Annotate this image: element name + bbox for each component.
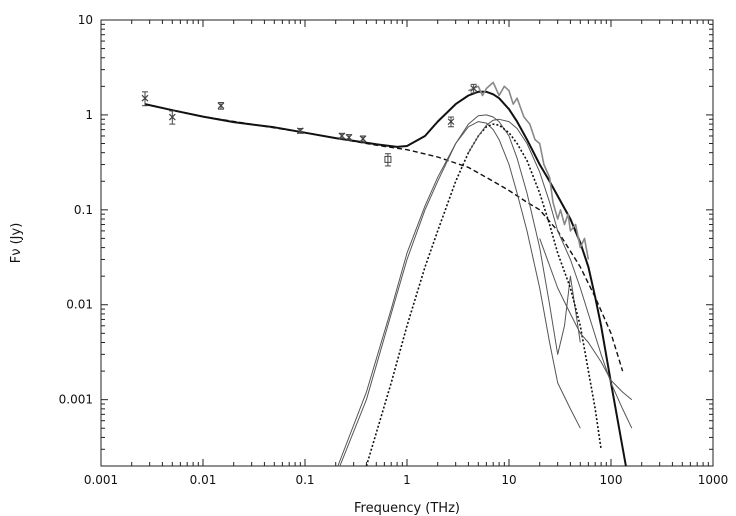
y-tick-label: 1 — [85, 108, 93, 122]
data-point — [359, 135, 367, 143]
data-point — [141, 91, 149, 107]
series-line-3 — [337, 121, 581, 467]
x-tick-label: 1 — [403, 473, 411, 487]
data-point — [470, 83, 478, 94]
data-point — [338, 132, 346, 140]
x-tick-label: 10 — [501, 473, 516, 487]
data-point — [217, 102, 225, 110]
point-marker — [384, 155, 392, 163]
series-line-2 — [339, 114, 581, 467]
series-line-0 — [144, 90, 627, 467]
point-marker — [447, 118, 455, 126]
plot-frame — [100, 19, 714, 467]
series-layer — [144, 81, 633, 467]
point-marker — [296, 127, 304, 135]
y-tick-label: 0.001 — [59, 393, 93, 407]
y-tick-label: 10 — [78, 13, 93, 27]
series-line-7 — [468, 81, 590, 260]
point-marker — [345, 133, 353, 141]
x-tick-label: 100 — [600, 473, 623, 487]
x-tick-label: 0.001 — [84, 473, 118, 487]
point-marker — [470, 85, 478, 92]
x-tick-label: 0.1 — [295, 473, 314, 487]
point-marker — [141, 94, 149, 102]
point-marker — [359, 135, 367, 143]
data-point — [384, 153, 392, 167]
series-line-5 — [467, 118, 633, 429]
x-tick-label: 1000 — [698, 473, 729, 487]
data-point — [345, 133, 353, 141]
data-point — [168, 110, 176, 125]
point-marker — [168, 113, 176, 121]
x-axis-title: Frequency (THz) — [354, 501, 460, 516]
data-points-layer — [141, 83, 478, 167]
series-line-1 — [144, 103, 624, 372]
x-tick-label: 0.01 — [190, 473, 217, 487]
series-line-4 — [365, 123, 602, 467]
point-marker — [217, 102, 225, 110]
series-line-6 — [539, 238, 633, 401]
data-point — [447, 116, 455, 128]
y-axis-title: Fν (Jy) — [9, 223, 24, 264]
y-tick-label: 0.1 — [74, 203, 93, 217]
x-axis: 0.001 0.01 0.1 1 10 100 1000 — [84, 20, 728, 487]
y-tick-label: 0.01 — [66, 298, 93, 312]
data-point — [296, 127, 304, 135]
point-marker — [338, 132, 346, 140]
y-axis: 0.001 0.01 0.1 1 10 — [59, 13, 713, 467]
